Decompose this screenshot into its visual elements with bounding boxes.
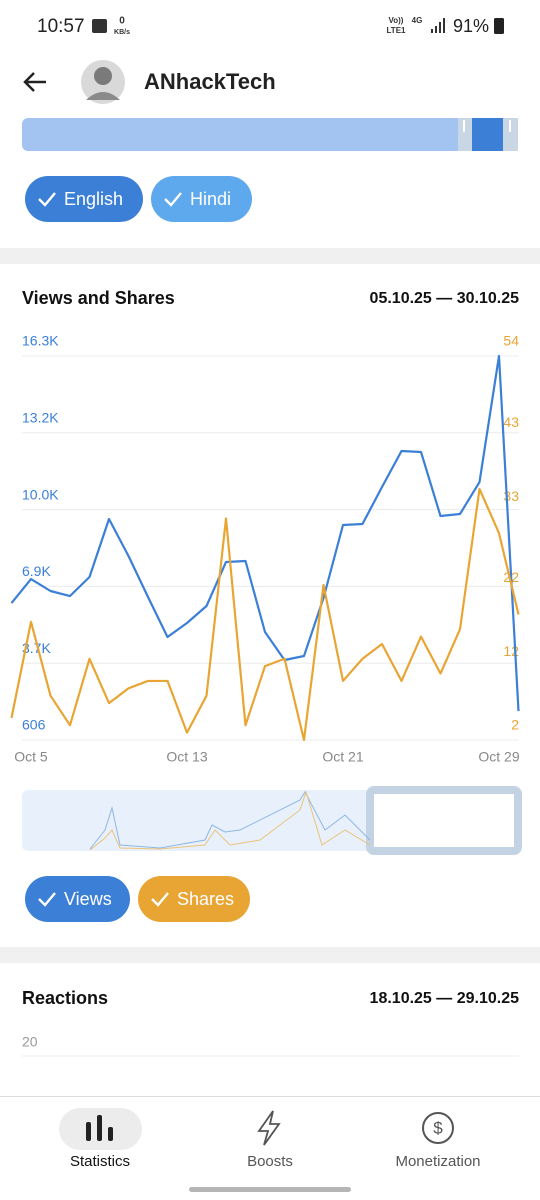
nav-statistics[interactable]: Statistics — [59, 1108, 142, 1170]
navigator-line — [89, 790, 371, 851]
x-tick-label: Oct 5 — [14, 749, 48, 765]
channel-title: ANhackTech — [144, 69, 276, 94]
check-icon — [38, 892, 56, 907]
nav-icon — [86, 1122, 91, 1141]
section-divider — [0, 947, 540, 963]
status-time: 10:57 — [37, 16, 85, 37]
nav-icon — [108, 1127, 113, 1141]
plot: 6063.7K6.9K10.0K13.2K16.3K21222334354Oct… — [10, 333, 520, 765]
range-handle[interactable] — [463, 120, 465, 132]
check-icon — [151, 892, 169, 907]
y-tick-label: 3.7K — [22, 640, 51, 656]
nav-icon — [257, 1110, 281, 1146]
navigator-window[interactable] — [366, 786, 522, 855]
y2-tick-label: 54 — [503, 333, 519, 349]
nav-label: Boosts — [247, 1153, 293, 1170]
legend-label: Views — [64, 889, 112, 909]
check-icon — [38, 192, 56, 207]
chip-bg — [151, 176, 252, 222]
chip-label: Hindi — [190, 189, 231, 209]
legend-label: Shares — [177, 889, 234, 909]
y2-tick-label: 12 — [503, 643, 519, 659]
nav-icon — [422, 1112, 454, 1144]
filter-chip[interactable]: Hindi — [151, 176, 252, 222]
chip-bg — [25, 876, 130, 922]
x-tick-label: Oct 21 — [322, 749, 363, 765]
status-speed-unit: KB/s — [114, 29, 130, 36]
y-tick-label: 13.2K — [22, 410, 59, 426]
legend-chip[interactable]: Views — [25, 876, 130, 922]
nav-icon — [97, 1115, 102, 1141]
y-tick-label: 6.9K — [22, 563, 51, 579]
status-battery: 91% — [453, 16, 489, 36]
series-line — [10, 354, 520, 712]
status-speed: 0 — [119, 16, 125, 27]
check-icon — [164, 192, 182, 207]
nav-boosts[interactable]: Boosts — [247, 1110, 293, 1170]
nav-label: Statistics — [70, 1153, 130, 1170]
legend-chip[interactable]: Shares — [138, 876, 250, 922]
chart-title: Views and Shares — [22, 288, 175, 308]
range-selected — [472, 118, 503, 151]
x-tick-label: Oct 29 — [478, 749, 519, 765]
chip-bg — [25, 176, 143, 222]
range-bar[interactable] — [22, 118, 518, 151]
signal-icon — [431, 18, 445, 33]
status-lte: LTE1 — [387, 26, 407, 35]
nav-label: Monetization — [395, 1153, 480, 1170]
navigator-line — [89, 790, 371, 850]
range-handle[interactable] — [509, 120, 511, 132]
legend: Views Shares — [25, 876, 250, 922]
avatar-body — [86, 92, 120, 100]
section-divider — [0, 248, 540, 264]
navigator-handle[interactable] — [509, 810, 511, 830]
filter-chip[interactable]: English — [25, 176, 143, 222]
reactions-title: Reactions — [22, 988, 108, 1008]
status-volte: Vo)) — [389, 16, 404, 25]
battery-icon — [494, 18, 504, 34]
chip-bg — [138, 876, 250, 922]
y-tick-label: 606 — [22, 717, 46, 733]
y-tick-label: 16.3K — [22, 333, 59, 349]
x-tick-label: Oct 13 — [166, 749, 207, 765]
chart-subtitle: 05.10.25 — 30.10.25 — [370, 290, 520, 307]
back-button[interactable] — [23, 72, 46, 92]
y-tick-label: 10.0K — [22, 486, 59, 502]
reactions-y-tick-label: 20 — [22, 1034, 38, 1050]
nav-monetization[interactable]: $ Monetization — [395, 1112, 481, 1170]
reactions-date-range: 18.10.25 — 29.10.25 — [370, 990, 520, 1007]
gallery-icon — [92, 19, 107, 33]
nav-icon-glyph: $ — [433, 1118, 443, 1137]
navigator-handle[interactable] — [376, 810, 378, 830]
status-network: 4G — [412, 16, 423, 25]
home-indicator — [189, 1187, 351, 1192]
avatar-face — [94, 67, 112, 85]
y2-tick-label: 2 — [511, 717, 519, 733]
series-line — [10, 487, 520, 742]
chip-label: English — [64, 189, 123, 209]
y2-tick-label: 43 — [503, 414, 519, 430]
